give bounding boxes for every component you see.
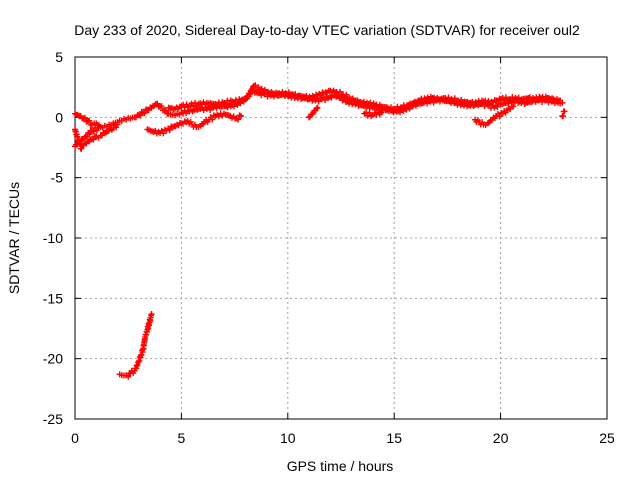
data-point xyxy=(235,116,242,123)
data-point xyxy=(343,91,350,98)
x-tick-label: 5 xyxy=(178,430,186,446)
data-point xyxy=(311,95,318,102)
data-point xyxy=(399,105,406,112)
data-point xyxy=(317,92,324,99)
data-point xyxy=(86,117,93,124)
data-point xyxy=(166,127,173,134)
data-point xyxy=(560,112,567,119)
data-point xyxy=(510,103,517,110)
data-point xyxy=(285,89,292,96)
data-point xyxy=(158,103,165,110)
data-point xyxy=(494,103,501,110)
series-lower-excursions xyxy=(72,103,568,152)
data-point xyxy=(133,362,140,369)
data-point xyxy=(154,100,161,107)
data-point xyxy=(313,105,320,112)
y-tick-labels: 5 0 -5 -10 -15 -20 -25 xyxy=(43,49,63,427)
y-axis-label: SDTVAR / TECUs xyxy=(6,182,22,294)
data-point xyxy=(477,100,484,107)
data-point xyxy=(237,113,244,120)
data-point xyxy=(95,125,102,132)
grid-lines xyxy=(75,57,607,419)
x-tick-label: 20 xyxy=(493,430,509,446)
y-tick-label: -25 xyxy=(43,411,63,427)
data-point xyxy=(360,98,367,105)
x-axis-label: GPS time / hours xyxy=(287,458,394,474)
y-tick-label: -20 xyxy=(43,351,63,367)
data-point xyxy=(81,114,88,121)
data-point xyxy=(86,131,93,138)
data-point xyxy=(125,373,132,380)
data-point xyxy=(245,93,252,100)
data-point xyxy=(315,98,322,105)
data-point xyxy=(78,145,85,152)
data-point xyxy=(426,97,433,104)
y-tick-label: -10 xyxy=(43,230,63,246)
data-point xyxy=(451,95,458,102)
data-point xyxy=(378,109,385,116)
x-tick-label: 25 xyxy=(599,430,615,446)
data-point xyxy=(207,106,214,113)
axis-ticks xyxy=(74,56,608,420)
data-point xyxy=(90,128,97,135)
data-point xyxy=(561,108,568,115)
data-point xyxy=(90,136,97,143)
y-tick-label: -5 xyxy=(51,170,64,186)
data-points xyxy=(72,82,568,380)
x-tick-label: 0 xyxy=(71,430,79,446)
y-tick-label: -15 xyxy=(43,290,63,306)
data-point xyxy=(148,311,155,318)
data-point xyxy=(114,121,121,128)
data-point xyxy=(248,87,255,94)
data-point xyxy=(258,85,265,92)
data-point xyxy=(226,100,233,107)
x-tick-label: 10 xyxy=(280,430,296,446)
data-point xyxy=(234,99,241,106)
chart-title: Day 233 of 2020, Sidereal Day-to-day VTE… xyxy=(74,22,580,38)
series-upper-band xyxy=(165,82,564,114)
data-point xyxy=(534,97,541,104)
data-point xyxy=(366,109,373,116)
data-point xyxy=(336,88,343,95)
data-point xyxy=(314,104,321,111)
data-point xyxy=(496,113,503,120)
data-point xyxy=(430,99,437,106)
series-early-steep-segment xyxy=(116,311,155,380)
data-point xyxy=(181,104,188,111)
data-point xyxy=(137,112,144,119)
data-point xyxy=(322,97,329,104)
data-point xyxy=(557,97,564,104)
data-point xyxy=(141,110,148,117)
data-point xyxy=(209,116,216,123)
data-point xyxy=(419,98,426,105)
data-point xyxy=(252,82,259,89)
x-tick-label: 15 xyxy=(386,430,402,446)
y-tick-label: 0 xyxy=(55,109,63,125)
x-tick-labels: 0 5 10 15 20 25 xyxy=(71,430,615,446)
data-point xyxy=(160,130,167,137)
y-tick-label: 5 xyxy=(55,49,63,65)
